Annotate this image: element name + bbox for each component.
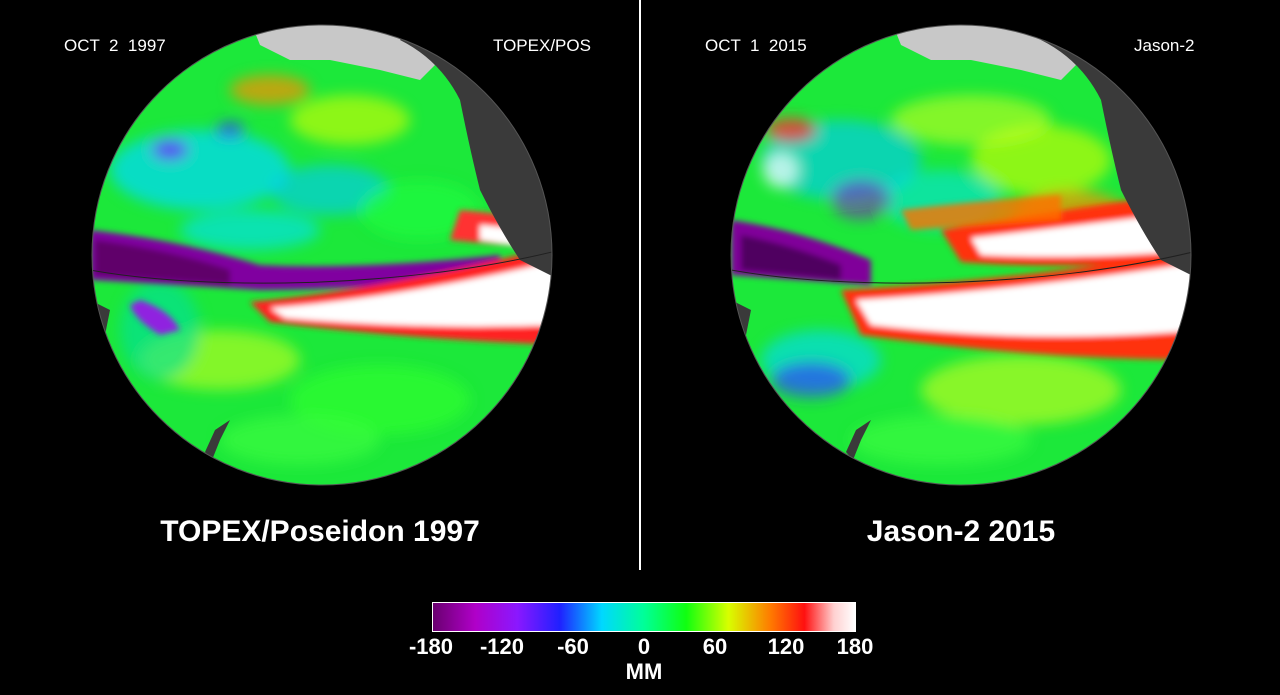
colorbar <box>432 602 856 632</box>
colorbar-tick: -180 <box>408 634 454 659</box>
colorbar-tick: -60 <box>557 634 589 659</box>
panel-divider <box>639 0 641 570</box>
satellite-label: TOPEX/POS <box>493 36 591 55</box>
panel-topex-1997: OCT 2 1997 TOPEX/POS TOPEX/Poseidon 1997 <box>0 0 640 570</box>
date-label: OCT 2 1997 <box>64 36 166 55</box>
colorbar-tick: -120 <box>479 634 525 659</box>
panel-caption: TOPEX/Poseidon 1997 <box>160 515 480 548</box>
date-label: OCT 1 2015 <box>705 36 807 55</box>
colorbar-tick: 60 <box>702 634 728 659</box>
panel-caption: Jason-2 2015 <box>866 515 1056 548</box>
globe-map-2015 <box>730 24 1192 486</box>
globe-map-1997 <box>91 24 553 486</box>
colorbar-tick: 0 <box>637 634 651 659</box>
colorbar-tick: 180 <box>836 634 874 659</box>
panel-jason2-2015: OCT 1 2015 Jason-2 Jason-2 2015 <box>641 0 1280 570</box>
colorbar-unit-label: MM <box>625 659 663 684</box>
satellite-label: Jason-2 <box>1134 36 1195 55</box>
colorbar-tick: 120 <box>767 634 805 659</box>
